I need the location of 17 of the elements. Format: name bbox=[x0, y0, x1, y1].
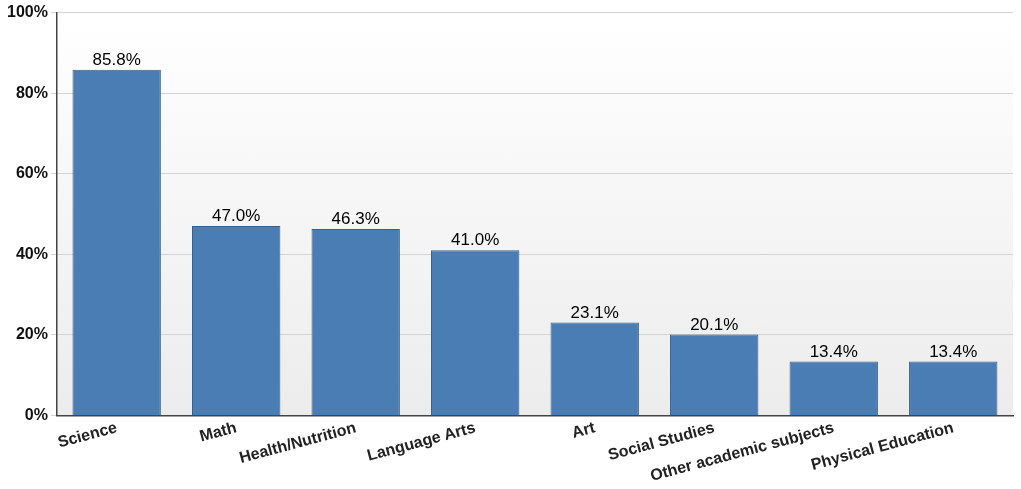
data-label: 41.0% bbox=[451, 230, 500, 250]
y-tick-label: 60% bbox=[15, 164, 48, 182]
y-tick-label: 0% bbox=[24, 405, 48, 423]
data-label: 13.4% bbox=[929, 341, 978, 361]
x-tick-label: Math bbox=[197, 418, 239, 445]
y-tick-label: 40% bbox=[15, 244, 48, 262]
x-tick-label: Art bbox=[569, 418, 598, 441]
y-tick-label: 20% bbox=[15, 325, 48, 343]
data-label: 20.1% bbox=[690, 314, 739, 334]
data-label: 23.1% bbox=[570, 302, 619, 322]
y-tick-label: 80% bbox=[15, 83, 48, 101]
data-label: 85.8% bbox=[92, 49, 141, 69]
data-label: 46.3% bbox=[331, 209, 380, 229]
x-tick-label: Science bbox=[55, 418, 119, 451]
y-tick-label: 100% bbox=[7, 3, 48, 21]
data-label: 47.0% bbox=[212, 206, 261, 226]
data-label: 13.4% bbox=[809, 341, 858, 361]
